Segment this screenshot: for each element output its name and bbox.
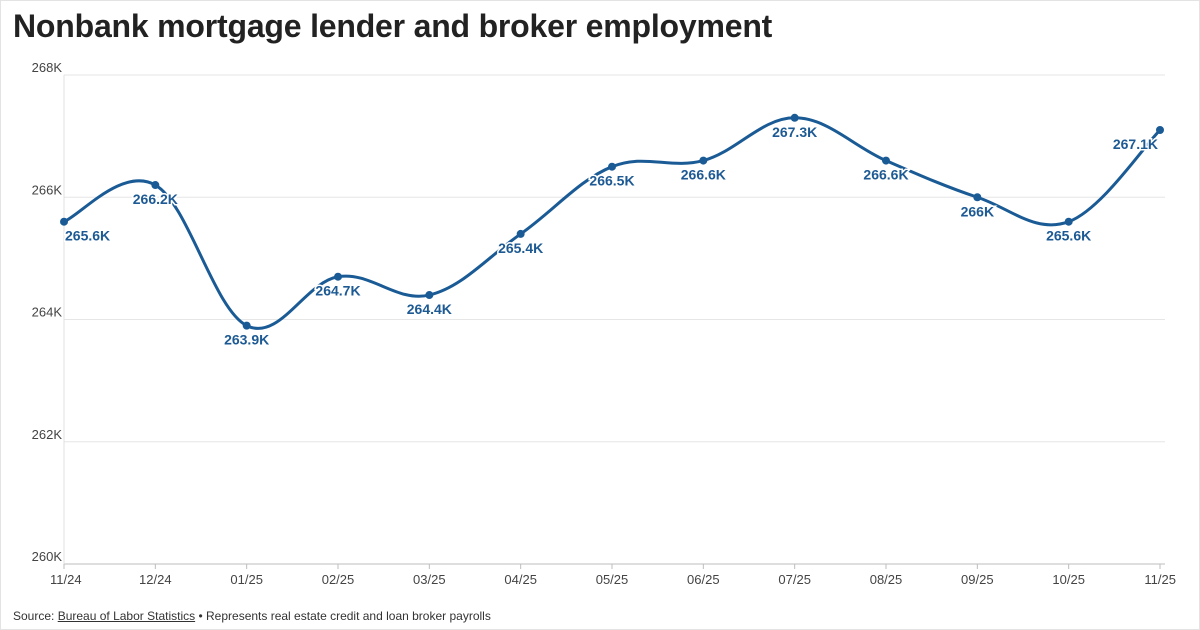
data-label: 265.6K bbox=[65, 228, 110, 244]
data-label: 263.9K bbox=[224, 332, 269, 348]
source-prefix: Source: bbox=[13, 609, 55, 623]
data-label: 265.4K bbox=[498, 240, 543, 256]
data-label: 266.6K bbox=[863, 167, 908, 183]
x-tick-label: 11/25 bbox=[1144, 572, 1176, 587]
data-point bbox=[1064, 217, 1073, 226]
y-tick-label: 266K bbox=[32, 182, 63, 197]
data-point bbox=[1156, 126, 1164, 135]
y-tick-label: 260K bbox=[32, 549, 63, 564]
data-label: 266.2K bbox=[133, 191, 178, 207]
chart-title: Nonbank mortgage lender and broker emplo… bbox=[13, 8, 773, 44]
x-tick-label: 10/25 bbox=[1052, 572, 1085, 587]
bullet-separator: • bbox=[198, 609, 203, 623]
x-tick-label: 08/25 bbox=[870, 572, 903, 587]
data-point bbox=[425, 291, 434, 300]
x-tick-label: 06/25 bbox=[687, 572, 720, 587]
footer-note: Represents real estate credit and loan b… bbox=[206, 609, 491, 623]
data-label: 266.5K bbox=[589, 173, 634, 189]
x-tick-label: 02/25 bbox=[322, 572, 355, 587]
x-tick-label: 04/25 bbox=[504, 572, 537, 587]
data-point bbox=[516, 229, 525, 238]
data-point bbox=[151, 181, 160, 190]
data-label: 266K bbox=[961, 203, 994, 219]
data-label: 266.6K bbox=[681, 167, 726, 183]
y-tick-label: 262K bbox=[32, 427, 63, 442]
data-point bbox=[60, 217, 68, 226]
data-point bbox=[790, 113, 799, 122]
data-label: 264.4K bbox=[407, 301, 452, 317]
x-tick-label: 03/25 bbox=[413, 572, 446, 587]
x-tick-label: 05/25 bbox=[596, 572, 629, 587]
data-point bbox=[608, 162, 616, 171]
data-label: 267.1K bbox=[1113, 136, 1158, 152]
x-tick-label: 12/24 bbox=[139, 572, 172, 587]
data-point bbox=[334, 272, 342, 281]
data-point bbox=[242, 321, 251, 330]
data-label: 267.3K bbox=[772, 124, 817, 140]
y-tick-label: 268K bbox=[32, 60, 63, 75]
x-tick-label: 07/25 bbox=[778, 572, 811, 587]
data-label: 264.7K bbox=[315, 283, 360, 299]
chart-footer: Source: Bureau of Labor Statistics • Rep… bbox=[13, 609, 491, 623]
x-tick-label: 11/24 bbox=[50, 572, 82, 587]
data-point bbox=[973, 193, 982, 202]
data-point bbox=[882, 156, 890, 165]
x-tick-label: 09/25 bbox=[961, 572, 994, 587]
y-tick-label: 264K bbox=[32, 305, 63, 320]
series-line bbox=[62, 116, 1162, 330]
source-link[interactable]: Bureau of Labor Statistics bbox=[57, 609, 196, 623]
data-label: 265.6K bbox=[1046, 228, 1091, 244]
x-tick-label: 01/25 bbox=[230, 572, 263, 587]
data-point bbox=[699, 156, 708, 165]
